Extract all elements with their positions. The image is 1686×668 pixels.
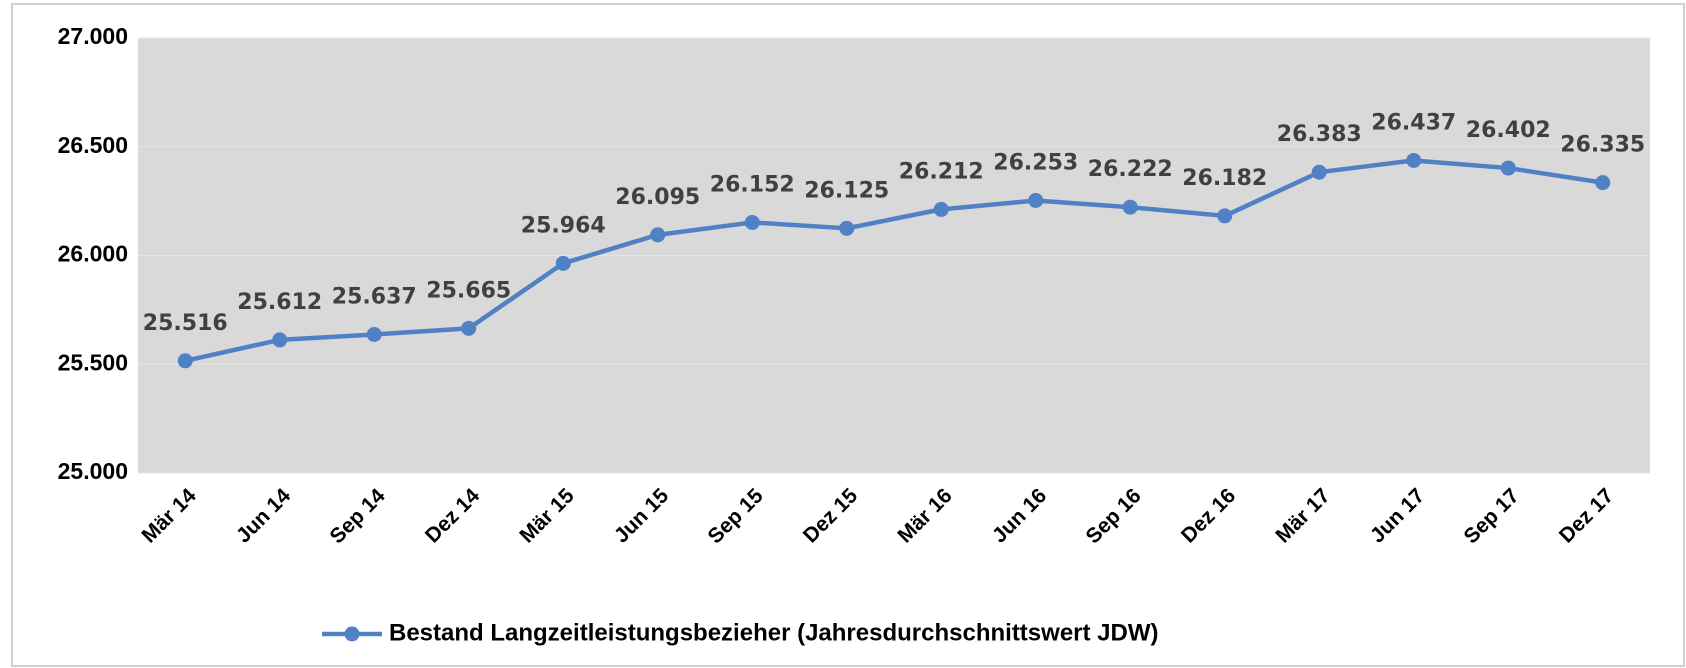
data-point xyxy=(839,220,855,236)
data-label: 26.383 xyxy=(1277,122,1362,147)
data-label: 26.212 xyxy=(899,159,984,184)
legend-label: Bestand Langzeitleistungsbezieher (Jahre… xyxy=(389,619,1159,646)
data-label: 26.402 xyxy=(1466,118,1551,143)
data-point xyxy=(1311,164,1327,180)
data-point xyxy=(1028,192,1044,208)
data-point xyxy=(1595,175,1611,191)
data-label: 25.516 xyxy=(143,311,228,336)
data-point xyxy=(555,255,571,271)
data-label: 26.335 xyxy=(1560,133,1645,158)
data-label: 26.152 xyxy=(710,172,795,197)
data-point xyxy=(177,353,193,369)
data-point xyxy=(1217,208,1233,224)
data-point xyxy=(1500,160,1516,176)
data-label: 26.253 xyxy=(993,150,1078,175)
data-point xyxy=(933,201,949,217)
y-tick-label: 25.500 xyxy=(58,349,128,375)
data-point xyxy=(744,214,760,230)
series-line xyxy=(184,158,1604,363)
data-label: 26.182 xyxy=(1182,166,1267,191)
y-tick-label: 26.000 xyxy=(58,241,128,267)
y-tick-label: 26.500 xyxy=(58,132,128,158)
data-label: 25.637 xyxy=(332,284,417,309)
data-label: 25.665 xyxy=(426,278,511,303)
y-tick-label: 25.000 xyxy=(58,458,128,484)
data-point xyxy=(366,326,382,342)
data-label: 26.222 xyxy=(1088,157,1173,182)
y-tick-label: 27.000 xyxy=(58,23,128,49)
data-point xyxy=(1122,199,1138,215)
data-label: 26.095 xyxy=(615,185,700,210)
data-label: 26.437 xyxy=(1371,110,1456,135)
data-label: 25.964 xyxy=(521,213,606,238)
data-point xyxy=(272,332,288,348)
legend-marker xyxy=(344,626,360,642)
data-point xyxy=(650,227,666,243)
data-label: 25.612 xyxy=(237,290,322,315)
data-label: 26.125 xyxy=(804,178,889,203)
data-point xyxy=(1406,152,1422,168)
data-point xyxy=(461,320,477,336)
